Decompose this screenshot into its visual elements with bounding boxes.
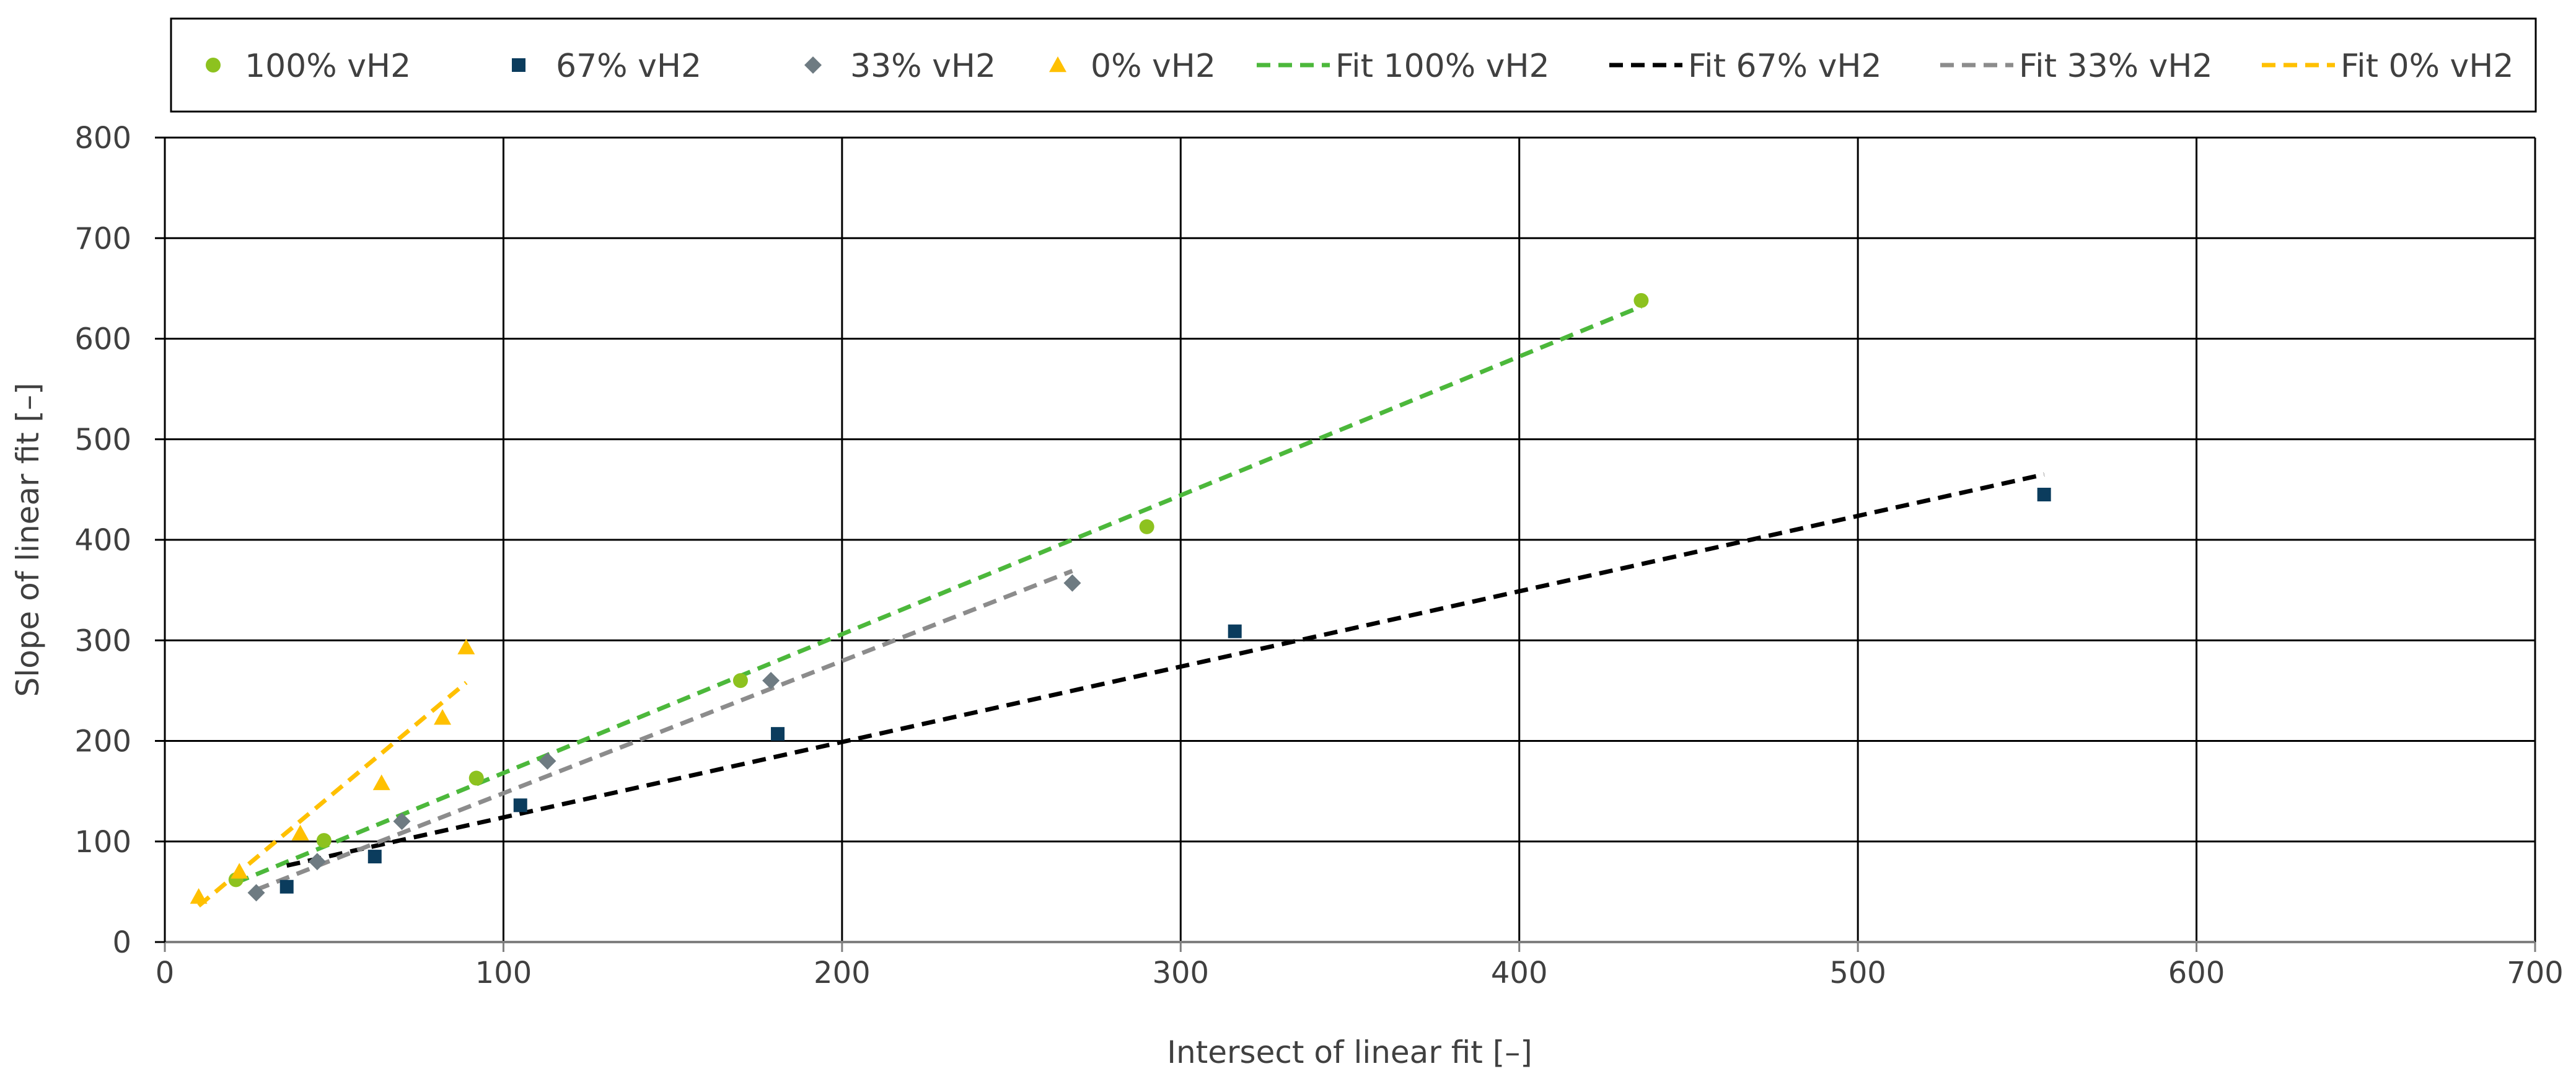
legend-marker-0pct-vh2 — [1049, 56, 1066, 73]
data-point-67pct-vh2 — [771, 727, 785, 741]
data-point-33pct-vh2 — [393, 813, 411, 830]
data-point-0pct-vh2 — [231, 863, 248, 879]
data-point-0pct-vh2 — [457, 638, 475, 654]
data-point-0pct-vh2 — [434, 709, 452, 725]
legend-label-0pct-vh2: 0% vH2 — [1091, 48, 1216, 85]
grid — [165, 136, 2536, 942]
fit-line-fit-33pct-vh2 — [255, 569, 1073, 892]
x-tick-label: 300 — [1152, 956, 1209, 990]
x-tick-label: 400 — [1491, 956, 1548, 990]
data-point-0pct-vh2 — [291, 824, 309, 840]
data-point-0pct-vh2 — [190, 887, 208, 904]
legend-label-fit-67pct-vh2: Fit 67% vH2 — [1688, 48, 1882, 85]
x-axis-title: Intersect of linear fit [–] — [1167, 1034, 1532, 1070]
data-point-67pct-vh2 — [279, 879, 294, 894]
y-axis-title: Slope of linear fit [–] — [10, 382, 46, 697]
data-point-33pct-vh2 — [538, 752, 556, 770]
x-tick-label: 600 — [2168, 956, 2225, 990]
legend-label-fit-0pct-vh2: Fit 0% vH2 — [2341, 48, 2513, 85]
y-tick-label: 600 — [74, 322, 131, 357]
y-tick-label: 700 — [74, 221, 131, 256]
x-tick-label: 100 — [475, 956, 532, 990]
x-tick-label: 500 — [1829, 956, 1886, 990]
y-tick-label: 300 — [74, 623, 131, 658]
x-tick-label: 0 — [156, 956, 175, 990]
legend: 100% vH2 67% vH2 33% vH2 0% vH2 Fit 100% vH2… — [206, 48, 2513, 85]
data-point-100pct-vh2 — [732, 673, 748, 689]
x-tick-label: 200 — [814, 956, 871, 990]
data-point-100pct-vh2 — [1633, 293, 1649, 308]
data-point-67pct-vh2 — [367, 850, 382, 864]
data-point-100pct-vh2 — [316, 833, 332, 848]
data-point-100pct-vh2 — [468, 770, 484, 786]
x-tick-label: 700 — [2507, 956, 2564, 990]
data-point-33pct-vh2 — [247, 884, 265, 902]
y-tick-label: 0 — [112, 925, 131, 960]
legend-label-fit-33pct-vh2: Fit 33% vH2 — [2019, 48, 2213, 85]
tick-labels: 0 100 200 300 400 500 600 700 0 100 200 300 400 500 60… — [74, 121, 2563, 990]
data-point-67pct-vh2 — [1228, 624, 1242, 638]
data-point-67pct-vh2 — [2037, 487, 2051, 501]
fit-line-fit-100pct-vh2 — [235, 304, 1642, 885]
legend-label-fit-100pct-vh2: Fit 100% vH2 — [1335, 48, 1550, 85]
fit-line-fit-0pct-vh2 — [197, 680, 468, 908]
data-points — [190, 293, 2051, 904]
data-point-0pct-vh2 — [372, 774, 390, 790]
legend-marker-100pct-vh2 — [206, 58, 221, 73]
y-tick-label: 400 — [74, 523, 131, 558]
legend-label-33pct-vh2: 33% vH2 — [850, 48, 996, 85]
y-tick-label: 200 — [74, 724, 131, 759]
legend-label-67pct-vh2: 67% vH2 — [556, 48, 701, 85]
legend-marker-67pct-vh2 — [512, 58, 525, 72]
axes — [155, 136, 2536, 952]
data-point-33pct-vh2 — [762, 672, 780, 690]
data-point-100pct-vh2 — [1139, 519, 1154, 534]
legend-marker-33pct-vh2 — [804, 56, 822, 74]
fit-lines — [197, 304, 2045, 908]
y-tick-label: 500 — [74, 423, 131, 457]
y-tick-label: 800 — [74, 121, 131, 156]
data-point-33pct-vh2 — [1063, 574, 1081, 592]
y-tick-label: 100 — [74, 825, 131, 860]
data-point-33pct-vh2 — [308, 853, 326, 871]
fit-line-fit-67pct-vh2 — [286, 472, 2045, 868]
legend-label-100pct-vh2: 100% vH2 — [245, 48, 411, 85]
legend-box — [170, 17, 2537, 113]
data-point-67pct-vh2 — [513, 798, 527, 813]
